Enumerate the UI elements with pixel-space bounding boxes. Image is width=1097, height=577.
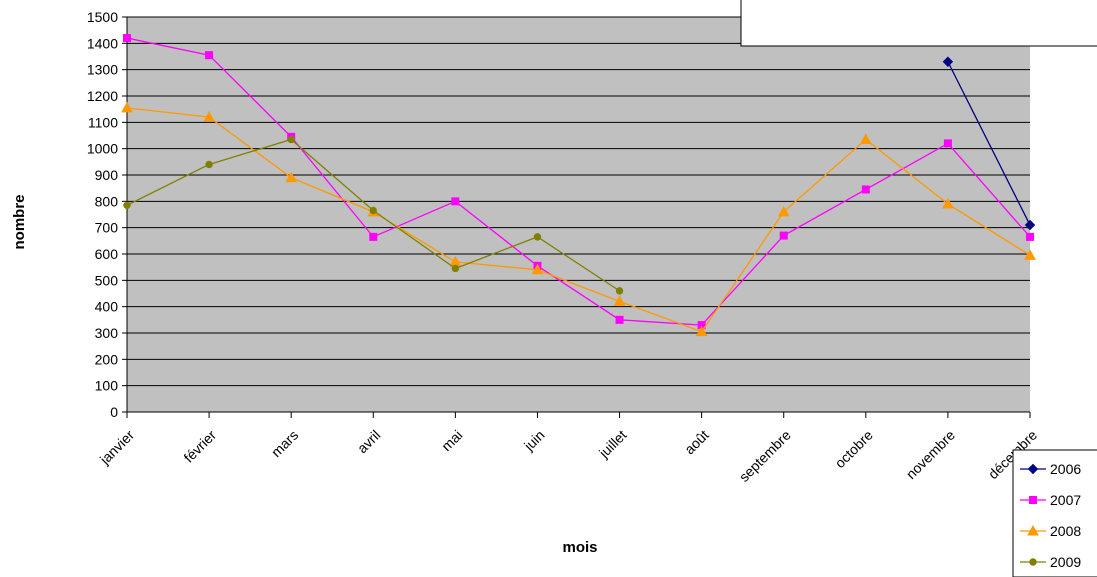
data-point xyxy=(1027,463,1039,475)
title-box xyxy=(740,0,1097,47)
series-line xyxy=(126,37,1031,326)
data-point xyxy=(451,264,460,273)
x-tick-label: juillet xyxy=(595,427,630,462)
data-point xyxy=(451,197,460,206)
y-tick-label: 200 xyxy=(95,351,119,367)
legend-label: 2007 xyxy=(1050,492,1081,508)
data-point xyxy=(369,232,378,241)
data-point xyxy=(942,197,954,209)
x-axis-title: mois xyxy=(562,539,597,556)
x-tick-label: mars xyxy=(268,427,301,460)
legend-label: 2006 xyxy=(1050,461,1081,477)
y-tick-label: 300 xyxy=(95,325,119,341)
y-tick-label: 0 xyxy=(110,404,118,420)
data-point xyxy=(859,133,872,144)
y-tick-label: 600 xyxy=(95,246,119,262)
data-point xyxy=(777,205,790,217)
data-point xyxy=(695,325,708,337)
x-tick-label: octobre xyxy=(832,427,876,471)
series-2009 xyxy=(123,135,624,295)
data-point xyxy=(1026,232,1034,241)
data-point xyxy=(1029,558,1037,566)
data-point xyxy=(287,135,295,144)
data-point xyxy=(861,185,870,194)
x-tick-label: septembre xyxy=(736,427,794,485)
axes xyxy=(126,17,1030,413)
legend-box xyxy=(1012,449,1097,577)
y-tick-label: 1100 xyxy=(88,114,118,130)
series-line xyxy=(947,61,1031,226)
plot-area xyxy=(127,17,1030,412)
y-tick-label: 1200 xyxy=(87,88,118,104)
legend-item-2008: 2008 xyxy=(1020,523,1081,539)
y-tick-label: 800 xyxy=(95,193,119,209)
y-axis-title: nombre xyxy=(11,194,28,249)
y-tick-label: 500 xyxy=(95,272,119,288)
data-point xyxy=(1029,496,1037,504)
x-tick-label: janvier xyxy=(96,427,137,468)
series-2008 xyxy=(121,101,1036,337)
data-point xyxy=(779,231,788,240)
y-tick-label: 400 xyxy=(95,299,119,315)
data-point xyxy=(531,263,544,275)
x-tick-label: avril xyxy=(354,427,383,456)
legend-item-2006: 2006 xyxy=(1020,461,1081,477)
data-point xyxy=(613,295,626,306)
y-tick-labels: 0 100 200 300 400 500 600 700 800 900 1000 1100 1200… xyxy=(87,9,127,420)
data-point xyxy=(942,56,954,67)
data-point xyxy=(1024,219,1036,231)
data-point xyxy=(285,171,298,183)
data-point xyxy=(615,287,624,295)
x-tick-labels: janvier février mars avril mai juin juillet aoû… xyxy=(96,412,1040,485)
data-point xyxy=(205,160,213,169)
x-tick-label: novembre xyxy=(903,427,958,482)
x-tick-label: août xyxy=(681,427,712,458)
y-tick-label: 1400 xyxy=(87,35,118,51)
y-tick-label: 1300 xyxy=(87,62,118,78)
y-tick-label: 900 xyxy=(95,167,119,183)
data-point xyxy=(533,233,542,241)
data-point xyxy=(615,315,624,324)
data-point xyxy=(1024,249,1036,260)
x-tick-label: février xyxy=(180,427,219,466)
series-line xyxy=(126,107,1031,333)
y-tick-label: 1500 xyxy=(87,9,118,25)
legend-item-2007: 2007 xyxy=(1020,492,1081,508)
x-tick-label: mai xyxy=(438,427,465,454)
data-point xyxy=(369,206,377,215)
legend-label: 2009 xyxy=(1050,554,1081,570)
data-point xyxy=(205,51,214,60)
legend: 2006 2007 2008 2009 xyxy=(1012,449,1097,577)
data-point xyxy=(123,34,131,43)
series-layer xyxy=(121,34,1036,337)
data-point xyxy=(123,201,131,209)
legend-item-2009: 2009 xyxy=(1020,554,1081,570)
legend-label: 2008 xyxy=(1050,523,1081,539)
data-point xyxy=(121,101,133,113)
data-point xyxy=(943,139,952,148)
y-tick-label: 700 xyxy=(95,220,119,236)
y-tick-label: 1000 xyxy=(87,141,118,157)
x-tick-label: juin xyxy=(520,427,547,454)
data-point xyxy=(203,111,215,122)
y-tick-label: 100 xyxy=(95,378,119,394)
data-point xyxy=(1027,524,1039,536)
series-2006 xyxy=(942,56,1036,231)
